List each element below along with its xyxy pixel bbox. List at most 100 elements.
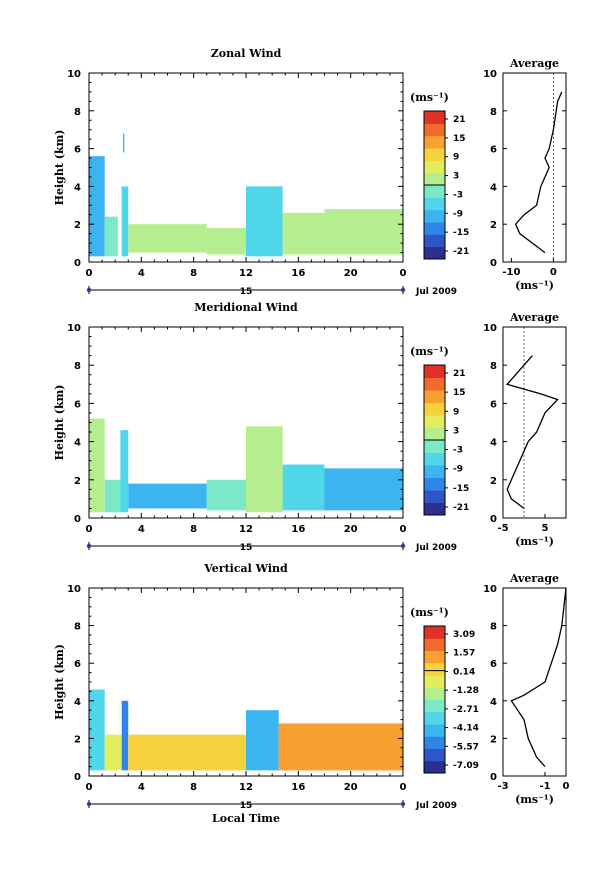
colorbar-segment xyxy=(424,711,445,725)
heatmap-cell xyxy=(128,483,207,509)
x-tick-label: 0 xyxy=(400,524,407,535)
colorbar-segment xyxy=(424,197,445,211)
colorbar-segment xyxy=(424,490,445,503)
colorbar-tick-label: 15 xyxy=(453,388,466,398)
colorbar-segment xyxy=(424,760,445,774)
y-tick-label: 4 xyxy=(74,182,81,193)
x-tick-label: 8 xyxy=(190,782,197,793)
colorbar-tick-label: -15 xyxy=(453,484,469,494)
heatmap-cell xyxy=(282,464,325,511)
day-bar-dot xyxy=(400,801,406,807)
x-tick-label: 20 xyxy=(344,524,358,535)
heatmap-cell xyxy=(246,186,283,257)
colorbar-tick-label: 3 xyxy=(453,172,459,182)
colorbar-tick-label: -7.09 xyxy=(453,761,479,771)
average-title: Average xyxy=(509,57,559,70)
colorbar-segment xyxy=(424,111,445,124)
x-tick-label: 20 xyxy=(344,268,358,279)
day-marker: 15 xyxy=(240,287,253,297)
average-y-tick-label: 0 xyxy=(490,514,497,525)
x-tick-label: 0 xyxy=(86,268,93,279)
average-y-tick-label: 10 xyxy=(483,69,497,80)
date-label: Jul 2009 xyxy=(415,287,457,297)
x-tick-label: 4 xyxy=(138,268,145,279)
colorbar-segment xyxy=(424,222,445,235)
colorbar-segment xyxy=(424,209,445,223)
colorbar-segment xyxy=(424,662,445,676)
colorbar-segment xyxy=(424,452,445,466)
colorbar-tick-label: -15 xyxy=(453,228,469,238)
average-unit: (ms⁻¹) xyxy=(515,793,554,806)
y-tick-label: 2 xyxy=(74,476,81,487)
day-bar-dot xyxy=(400,287,406,293)
colorbar-segment xyxy=(424,724,445,737)
average-frame xyxy=(502,72,567,263)
colorbar-tick-label: 3.09 xyxy=(453,630,475,640)
date-label: Jul 2009 xyxy=(415,543,457,553)
colorbar-tick-label: -1.28 xyxy=(453,686,479,696)
colorbar-tick-label: -2.71 xyxy=(453,705,479,715)
average-y-tick-label: 0 xyxy=(490,258,497,269)
heatmap-cell xyxy=(324,468,403,511)
average-y-tick-label: 8 xyxy=(490,361,497,372)
y-tick-label: 4 xyxy=(74,697,81,708)
colorbar-tick-label: 9 xyxy=(453,153,459,163)
panel-title: Meridional Wind xyxy=(194,301,298,314)
heatmap-cell xyxy=(246,710,279,771)
x-tick-label: 4 xyxy=(138,524,145,535)
average-unit: (ms⁻¹) xyxy=(515,535,554,548)
average-x-tick-label: -1 xyxy=(539,781,550,792)
colorbar-tick-label: -21 xyxy=(453,503,469,513)
heatmap-cell xyxy=(128,224,207,253)
y-tick-label: 2 xyxy=(74,734,81,745)
heatmap-cell xyxy=(324,209,403,255)
colorbar-tick-label: -21 xyxy=(453,247,469,257)
x-tick-label: 12 xyxy=(239,268,253,279)
date-label: Jul 2009 xyxy=(415,801,457,811)
y-tick-label: 6 xyxy=(74,659,81,670)
colorbar-segment xyxy=(424,185,445,198)
average-profile-line xyxy=(510,587,567,768)
colorbar-tick-label: 21 xyxy=(453,369,466,379)
colorbar-tick-label: -3 xyxy=(453,446,463,456)
colorbar-segment xyxy=(424,365,445,378)
x-tick-label: 12 xyxy=(239,524,253,535)
y-tick-label: 8 xyxy=(74,622,81,633)
y-tick-label: 2 xyxy=(74,220,81,231)
colorbar-tick-label: -4.14 xyxy=(453,724,479,734)
y-tick-label: 0 xyxy=(74,772,81,783)
colorbar-segment xyxy=(424,160,445,174)
average-x-tick-label: -3 xyxy=(497,781,508,792)
heatmap-cell xyxy=(89,689,105,771)
colorbar-frame xyxy=(423,625,446,774)
colorbar-segment xyxy=(424,699,445,713)
colorbar-segment xyxy=(424,415,445,428)
heatmap-cell xyxy=(104,734,122,771)
x-tick-label: 0 xyxy=(86,524,93,535)
heatmap-cell xyxy=(89,156,105,257)
colorbar-segment xyxy=(424,135,445,149)
x-tick-label: 0 xyxy=(86,782,93,793)
colorbar-segment xyxy=(424,675,445,688)
x-tick-label: 0 xyxy=(400,782,407,793)
colorbar-tick-label: 15 xyxy=(453,134,466,144)
y-axis-label: Height (km) xyxy=(53,130,66,206)
y-tick-label: 6 xyxy=(74,399,81,410)
heatmap-cell xyxy=(278,723,403,771)
average-y-tick-label: 4 xyxy=(490,697,497,708)
colorbar-segment xyxy=(424,377,445,391)
colorbar-tick-label: -3 xyxy=(453,190,463,200)
average-y-tick-label: 10 xyxy=(483,323,497,334)
average-y-tick-label: 2 xyxy=(490,220,497,231)
average-frame xyxy=(502,326,567,519)
x-tick-label: 0 xyxy=(400,268,407,279)
heatmap-cell xyxy=(104,216,118,257)
heatmap-cell xyxy=(121,186,129,257)
average-x-tick-label: -5 xyxy=(497,523,508,534)
average-y-tick-label: 0 xyxy=(490,772,497,783)
y-tick-label: 0 xyxy=(74,514,81,525)
y-tick-label: 8 xyxy=(74,107,81,118)
average-profile-line xyxy=(514,91,563,254)
